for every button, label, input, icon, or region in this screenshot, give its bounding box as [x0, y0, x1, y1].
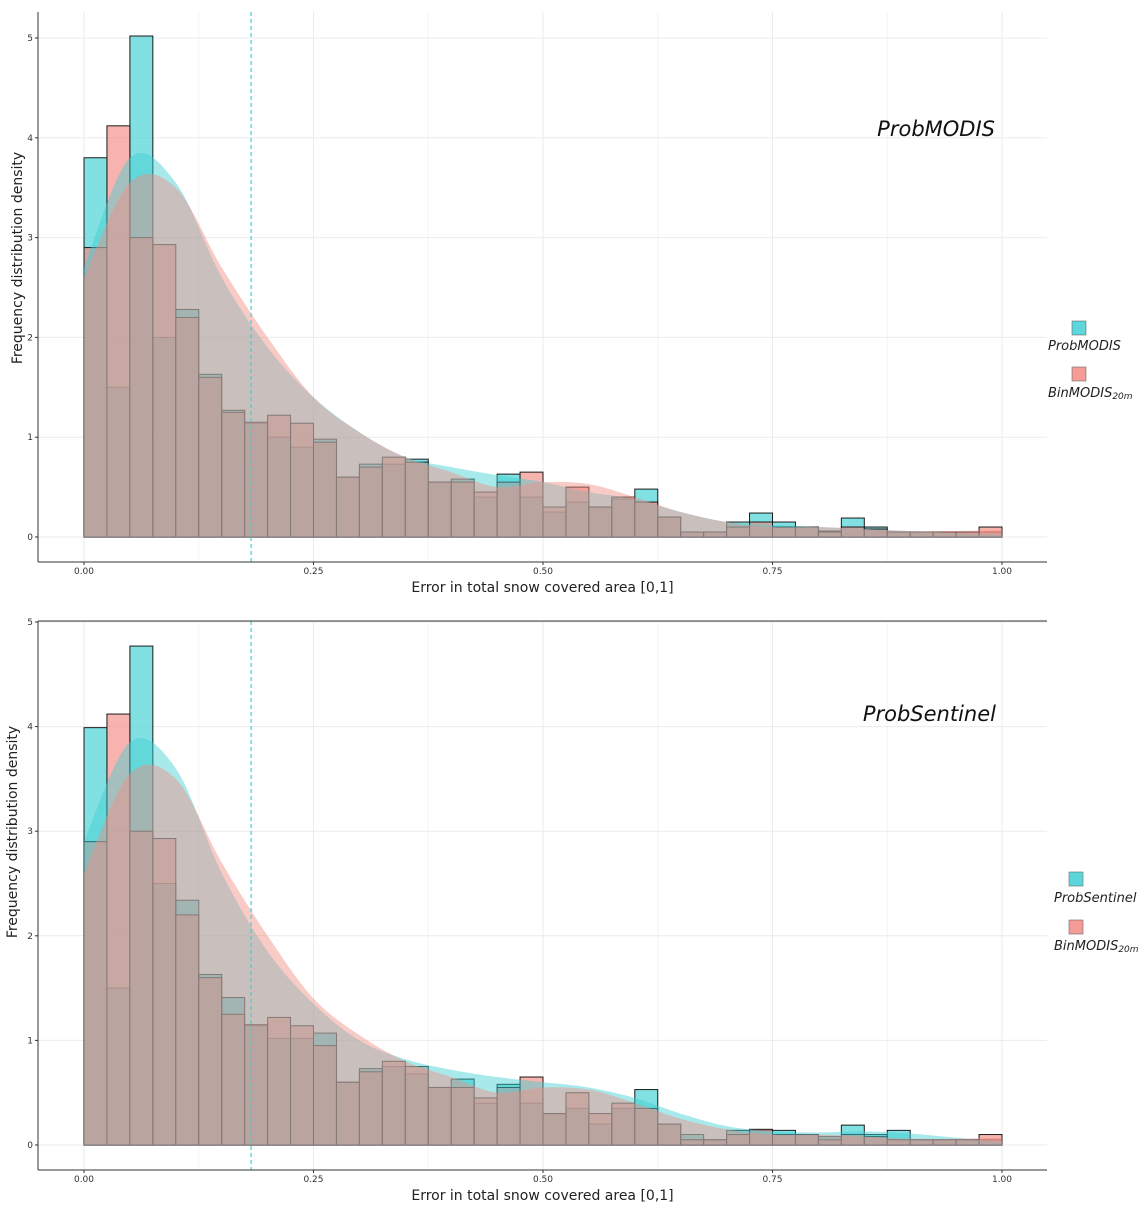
legend-swatch: [1068, 919, 1084, 935]
x-tick-label: 1.00: [992, 1175, 1012, 1185]
x-tick-label: 0.00: [74, 567, 94, 577]
y-tick-label: 2: [27, 932, 33, 942]
histogram-bar: [657, 1123, 682, 1146]
y-axis-title: Frequency distribution density: [10, 152, 26, 364]
y-axis-title: Frequency distribution density: [5, 726, 21, 938]
density-curve: [84, 764, 1002, 1145]
legend-swatch: [1071, 320, 1087, 336]
legend-label: BinMODIS20m: [1048, 386, 1133, 402]
legend-label-main: ProbSentinel: [1054, 891, 1137, 906]
legend: ProbSentinel BinMODIS20m: [1054, 871, 1139, 955]
histogram-bar: [519, 471, 544, 538]
y-tick-label: 2: [27, 333, 33, 343]
y-tick-label: 5: [27, 618, 33, 628]
panel-probmodis: 0 1 2 3 4 5 0.00 0.25 0.50 0.75 1.00 Error in total…: [10, 12, 1133, 596]
x-tick-label: 0.50: [533, 1175, 553, 1185]
x-tick-label: 1.00: [992, 567, 1012, 577]
density-curve: [84, 152, 1002, 537]
bar-series-1: [83, 713, 1003, 1146]
bar-series-1: [83, 125, 1003, 538]
histogram-bar: [978, 1134, 1003, 1146]
y-tick-label: 0: [27, 533, 33, 543]
x-tick-label: 0.00: [74, 1175, 94, 1185]
density-curve: [84, 173, 1002, 537]
x-axis-title: Error in total snow covered area [0,1]: [411, 1188, 673, 1204]
x-tick-label: 0.25: [303, 567, 323, 577]
x-tick-label: 0.50: [533, 567, 553, 577]
legend-label: BinMODIS20m: [1054, 939, 1139, 955]
y-tick-label: 3: [27, 234, 33, 244]
legend-label-main: ProbMODIS: [1048, 339, 1121, 354]
y-tick-label: 3: [27, 827, 33, 837]
density-curve: [84, 738, 1002, 1145]
y-tick-label: 1: [27, 433, 33, 443]
x-axis-title: Error in total snow covered area [0,1]: [411, 580, 673, 596]
panel-probsentinel: 0 1 2 3 4 5 0.00 0.25 0.50 0.75 1.00 Error in total…: [5, 618, 1139, 1204]
legend: ProbMODIS BinMODIS20m: [1048, 320, 1133, 402]
legend-label-subscript: 20m: [1112, 392, 1132, 402]
histogram-bar: [978, 526, 1003, 538]
legend-label: ProbMODIS: [1048, 339, 1121, 354]
y-tick-label: 4: [27, 134, 33, 144]
x-tick-label: 0.25: [303, 1175, 323, 1185]
legend-swatch: [1071, 366, 1087, 382]
y-tick-label: 1: [27, 1036, 33, 1046]
histogram-bar: [657, 516, 682, 538]
legend-label-main: BinMODIS: [1054, 939, 1118, 954]
legend-swatch: [1068, 871, 1084, 887]
histogram-bar: [519, 1076, 544, 1146]
x-tick-label: 0.75: [762, 1175, 782, 1185]
panel-label: ProbSentinel: [863, 702, 996, 726]
panel-label: ProbMODIS: [877, 117, 995, 141]
y-tick-label: 0: [27, 1141, 33, 1151]
legend-label: ProbSentinel: [1054, 891, 1137, 906]
legend-label-subscript: 20m: [1118, 945, 1138, 955]
legend-label-main: BinMODIS: [1048, 386, 1112, 401]
y-tick-label: 5: [27, 34, 33, 44]
y-tick-label: 4: [27, 723, 33, 733]
x-tick-label: 0.75: [762, 567, 782, 577]
